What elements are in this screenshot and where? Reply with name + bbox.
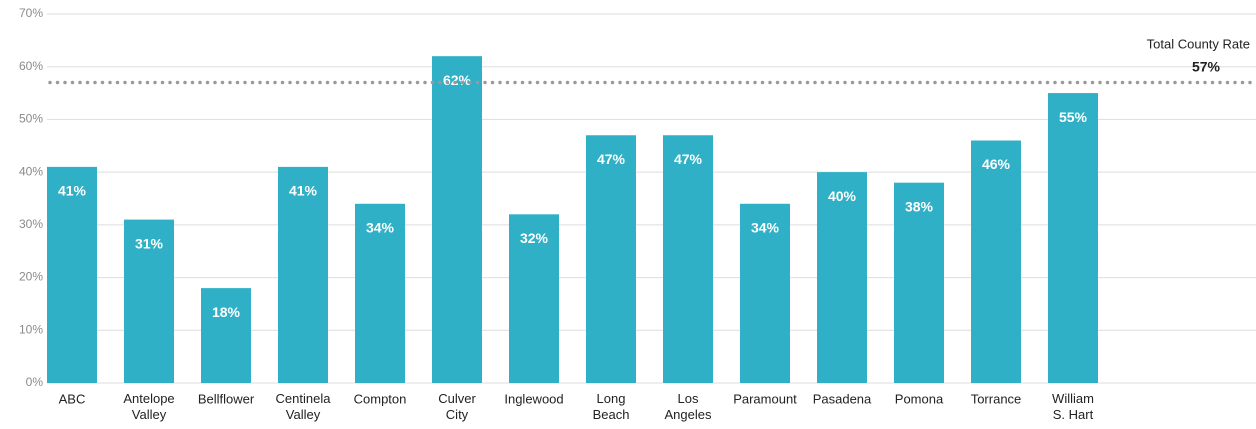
value-label: 41% — [58, 183, 87, 199]
x-tick-label: ABC — [59, 391, 86, 406]
bar — [1048, 93, 1098, 384]
value-label: 62% — [443, 72, 472, 88]
y-tick-label: 40% — [19, 164, 43, 178]
x-tick-label: Bellflower — [198, 391, 255, 406]
bar — [47, 166, 97, 383]
value-label: 31% — [135, 235, 164, 251]
bar — [817, 172, 867, 383]
bar — [663, 135, 713, 383]
bar — [278, 166, 328, 383]
bar — [894, 182, 944, 383]
x-tick-label: Long Beach — [593, 391, 630, 422]
value-label: 47% — [674, 151, 703, 167]
x-tick-label: Torrance — [971, 391, 1022, 406]
value-label: 47% — [597, 151, 626, 167]
bar — [740, 203, 790, 383]
value-label: 46% — [982, 156, 1011, 172]
y-tick-label: 50% — [19, 112, 43, 126]
bar — [971, 140, 1021, 383]
reference-label: Total County Rate — [1147, 36, 1250, 51]
x-tick-label: Centinela Valley — [276, 391, 332, 422]
bar — [509, 214, 559, 383]
bar — [432, 56, 482, 384]
value-label: 18% — [212, 304, 241, 320]
value-label: 55% — [1059, 109, 1088, 125]
value-label: 32% — [520, 230, 549, 246]
y-tick-label: 60% — [19, 59, 43, 73]
x-tick-label: Culver City — [438, 391, 476, 422]
value-label: 40% — [828, 188, 857, 204]
x-tick-label: Los Angeles — [665, 391, 712, 422]
x-tick-label: Paramount — [733, 391, 797, 406]
value-label: 38% — [905, 198, 934, 214]
bar — [124, 219, 174, 383]
x-tick-label: Inglewood — [504, 391, 563, 406]
x-tick-label: Antelope Valley — [123, 391, 174, 422]
x-tick-label: Pomona — [895, 391, 944, 406]
bar — [586, 135, 636, 383]
x-tick-label: William S. Hart — [1052, 391, 1094, 422]
y-tick-label: 70% — [19, 6, 43, 20]
x-tick-label: Compton — [354, 391, 407, 406]
bar — [201, 288, 251, 383]
y-tick-label: 20% — [19, 270, 43, 284]
value-label: 41% — [289, 183, 318, 199]
y-tick-label: 30% — [19, 217, 43, 231]
reference-value: 57% — [1192, 59, 1221, 75]
value-label: 34% — [751, 219, 780, 235]
y-tick-label: 0% — [26, 375, 44, 389]
bar — [355, 203, 405, 383]
x-tick-label: Pasadena — [813, 391, 872, 406]
value-label: 34% — [366, 219, 395, 235]
y-tick-label: 10% — [19, 322, 43, 336]
